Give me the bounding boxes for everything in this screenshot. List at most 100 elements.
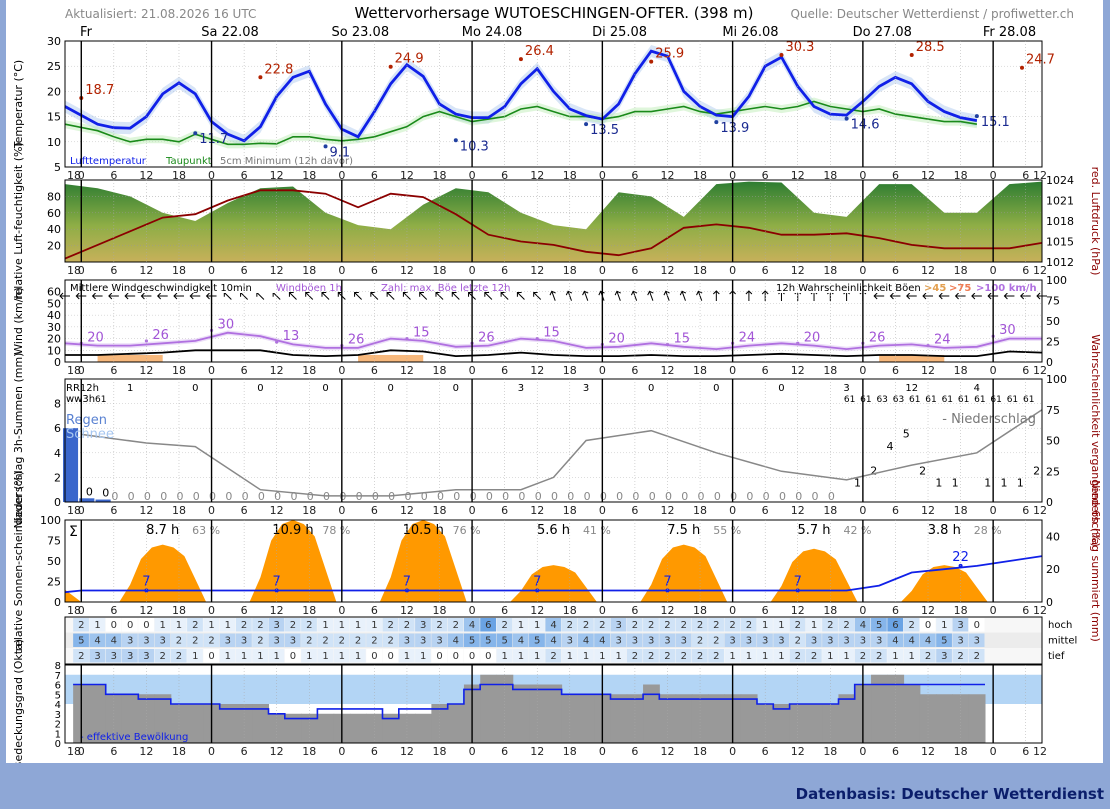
precip-zero-label: 0 xyxy=(274,490,281,503)
hour-tick-label: 6 xyxy=(501,745,508,758)
dewpoint-line xyxy=(64,100,978,146)
temp-extreme-label: 24.7 xyxy=(1026,53,1055,68)
max-gust-label: 24 xyxy=(739,330,756,345)
cloud-layer-cell xyxy=(691,618,708,632)
accum-label: 7 xyxy=(794,575,802,590)
hour-tick-label: 6 xyxy=(110,604,117,617)
hour-tick-label: 18 xyxy=(67,169,81,182)
cloud-layer-value: 1 xyxy=(778,620,784,631)
gust-probability-block xyxy=(97,354,163,362)
cloud-layer-value: 0 xyxy=(208,651,214,662)
wind-direction-arrow xyxy=(1003,292,1015,300)
cloud-layer-value: 4 xyxy=(550,620,556,631)
hour-tick-label: 18 xyxy=(302,364,316,377)
hour-tick-label: 18 xyxy=(823,504,837,517)
hour-tick-label: 0 xyxy=(990,504,997,517)
accum-marker xyxy=(144,588,149,593)
hour-tick-label: 6 xyxy=(501,169,508,182)
wind-direction-arrow xyxy=(124,292,136,300)
temp-extreme-marker xyxy=(779,53,784,57)
legend-rain: Regen xyxy=(66,413,107,428)
cloud-layer-cell xyxy=(235,649,252,663)
day-label: Do 27.08 xyxy=(853,25,912,40)
hour-tick-label: 0 xyxy=(469,364,476,377)
hour-tick-label: 12 xyxy=(270,604,284,617)
precip-zero-label: 0 xyxy=(567,490,574,503)
cloud-layer-cell xyxy=(594,649,610,663)
wind-direction-arrow xyxy=(419,291,428,300)
sunshine-area xyxy=(640,544,728,602)
cloud-layer-value: 2 xyxy=(550,651,556,662)
cloud-layer-cell xyxy=(757,649,773,663)
cloud-layer-value: 0 xyxy=(974,620,980,631)
hour-tick-label: 6 xyxy=(241,745,248,758)
wind-direction-arrow xyxy=(549,290,556,301)
cloud-layer-value: 1 xyxy=(322,620,328,631)
hour-tick-label: 0 xyxy=(859,169,866,182)
cloud-cover-bar xyxy=(512,684,530,743)
accum-marker xyxy=(404,588,409,593)
cloud-layer-value: 0 xyxy=(290,651,296,662)
precip-axis-label: Niederschlag 3h-Summen (mm) xyxy=(12,353,25,529)
cloud-layer-value: 2 xyxy=(681,651,687,662)
temp-extreme-label: 26.4 xyxy=(525,44,554,59)
hour-tick-label: 12 xyxy=(400,364,414,377)
precip-bar-label: 0 xyxy=(102,487,109,500)
hour-tick-label: 12 xyxy=(400,504,414,517)
hour-tick-label: 0 xyxy=(729,169,736,182)
cloud-layer-cell xyxy=(952,618,969,632)
legend-max-gust: Zahl: max. Böe letzte 12h xyxy=(381,283,511,294)
cover-tick-label: 2 xyxy=(55,720,61,731)
rr12h-value: 0 xyxy=(453,383,459,394)
cloud-layer-cell xyxy=(789,618,806,632)
precip-bar xyxy=(95,499,111,502)
hour-tick-label: 12 xyxy=(791,745,805,758)
cloud-layer-cell xyxy=(577,649,594,663)
cloud-cover-bar xyxy=(349,713,367,743)
cloud-layer-value: 1 xyxy=(941,620,947,631)
cloud-layer-value: 3 xyxy=(241,636,247,647)
cloud-layer-cell xyxy=(871,633,887,647)
cloud-layer-value: 2 xyxy=(176,636,182,647)
hour-tick-label: 0 xyxy=(78,745,85,758)
cloud-layer-value: 2 xyxy=(713,651,719,662)
cloud-layer-cell xyxy=(773,649,790,663)
hour-tick-label: 6 xyxy=(762,604,769,617)
accum-marker xyxy=(795,588,800,593)
cloud-layer-value: 0 xyxy=(111,620,117,631)
hour-tick-label: 18 xyxy=(693,745,707,758)
wind-direction-arrow xyxy=(906,292,917,300)
cloud-layer-value: 3 xyxy=(127,636,133,647)
rr12h-value: 3 xyxy=(843,383,849,394)
accum-tick-label: 0 xyxy=(1046,596,1053,609)
cloud-layer-cell xyxy=(903,649,920,663)
cloud-layer-cell xyxy=(203,649,220,663)
cloud-layer-cell xyxy=(594,618,610,632)
hour-tick-label: 18 xyxy=(67,504,81,517)
cloud-layer-value: 1 xyxy=(909,651,915,662)
cloud-layer-cell xyxy=(887,633,904,647)
precip-zero-label: 0 xyxy=(584,490,591,503)
hour-tick-label: 0 xyxy=(729,745,736,758)
precip-zero-label: 0 xyxy=(176,490,183,503)
cloud-layer-cell xyxy=(529,649,545,663)
temp-axis-label: Temperatur (°C) xyxy=(12,60,25,149)
cloud-layer-cell xyxy=(789,649,806,663)
hour-tick-label: 6 xyxy=(1022,264,1029,277)
precip-zero-label: 0 xyxy=(828,490,835,503)
wind-axis-label: Wind (km/h) xyxy=(12,287,25,355)
cloud-layer-value: 4 xyxy=(518,636,524,647)
precip-zero-label: 0 xyxy=(518,490,525,503)
cloud-layer-value: 0 xyxy=(469,651,475,662)
legend-gust-probability: 12h Wahrscheinlichkeit Böen xyxy=(776,283,921,294)
cloud-layer-cell xyxy=(415,649,431,663)
cover-tick-label: 8 xyxy=(55,661,61,672)
cloud-layer-cell xyxy=(154,618,171,632)
sun-daily-percent: 41 % xyxy=(583,524,611,537)
cloud-layer-value: 3 xyxy=(876,636,882,647)
cloud-layer-value: 2 xyxy=(257,636,263,647)
cloud-layer-value: 1 xyxy=(534,620,540,631)
cloud-layer-value: 1 xyxy=(599,651,605,662)
precip-zero-label: 0 xyxy=(681,490,688,503)
ww3h-row-label: ww3h xyxy=(66,394,95,405)
